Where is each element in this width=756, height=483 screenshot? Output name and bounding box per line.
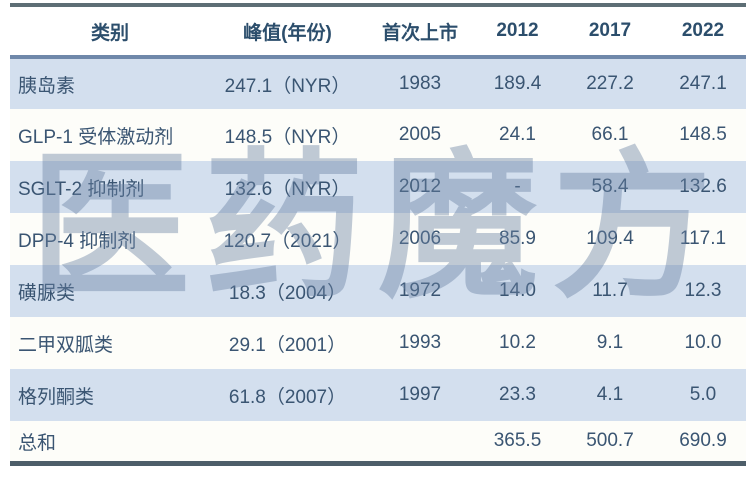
table-bottom-border bbox=[10, 461, 746, 466]
value-2012-cell: 85.9 bbox=[499, 228, 536, 249]
value-2022-cell: 148.5 bbox=[679, 124, 727, 145]
value-2022-cell: 117.1 bbox=[679, 228, 727, 249]
value-2017-cell: 66.1 bbox=[591, 124, 629, 145]
peak-cell: 247.1（NYR） bbox=[224, 75, 351, 97]
value-2012-cell: 24.1 bbox=[499, 124, 536, 145]
table-row: GLP-1 受体激动剂 148.5（NYR） 2005 24.1 66.1 14… bbox=[10, 109, 746, 161]
table-row: 二甲双胍类 29.1（2001） 1993 10.2 9.1 10.0 bbox=[10, 317, 746, 369]
column-header-2012: 2012 bbox=[496, 20, 539, 41]
first-launch-cell: 2006 bbox=[398, 228, 442, 249]
value-2022-cell: 5.0 bbox=[689, 384, 717, 405]
first-launch-cell: 2012 bbox=[398, 176, 442, 197]
first-launch-cell: 1997 bbox=[398, 384, 442, 405]
value-2012-cell: 23.3 bbox=[499, 384, 536, 405]
peak-cell: 18.3（2004） bbox=[228, 282, 347, 304]
peak-cell: 132.6（NYR） bbox=[224, 178, 351, 200]
first-launch-cell: 1993 bbox=[398, 332, 442, 353]
value-2017-cell: 227.2 bbox=[586, 73, 634, 94]
category-cell: GLP-1 受体激动剂 bbox=[18, 126, 174, 148]
column-header-2017: 2017 bbox=[588, 20, 632, 41]
value-2012-cell: 14.0 bbox=[499, 280, 536, 301]
category-cell: DPP-4 抑制剂 bbox=[18, 230, 137, 252]
value-2017-cell: 58.4 bbox=[591, 176, 629, 197]
value-2017-cell: 500.7 bbox=[586, 430, 634, 451]
column-header-category: 类别 bbox=[90, 22, 129, 44]
category-cell: 磺脲类 bbox=[18, 282, 76, 304]
first-launch-cell: 1972 bbox=[398, 280, 442, 301]
category-cell: 格列酮类 bbox=[18, 386, 95, 408]
table-row: DPP-4 抑制剂 120.7（2021） 2006 85.9 109.4 11… bbox=[10, 213, 746, 265]
value-2017-cell: 109.4 bbox=[586, 228, 634, 249]
category-cell: 二甲双胍类 bbox=[18, 334, 114, 356]
value-2012-cell: 365.5 bbox=[493, 430, 542, 451]
value-2022-cell: 132.6 bbox=[679, 176, 727, 197]
value-2022-cell: 12.3 bbox=[684, 280, 722, 301]
table-row: SGLT-2 抑制剂 132.6（NYR） 2012 - 58.4 132.6 bbox=[10, 161, 746, 213]
first-launch-cell: 2005 bbox=[398, 124, 442, 145]
value-2012-cell: 10.2 bbox=[499, 332, 536, 353]
value-2017-cell: 9.1 bbox=[596, 332, 624, 353]
column-header-2022: 2022 bbox=[681, 20, 725, 41]
total-row: 总和 365.5 500.7 690.9 bbox=[10, 421, 746, 461]
column-header-first-launch: 首次上市 bbox=[381, 22, 458, 44]
value-2022-cell: 247.1 bbox=[679, 73, 727, 94]
peak-cell bbox=[210, 421, 365, 461]
peak-cell: 61.8（2007） bbox=[228, 386, 347, 408]
table-row: 胰岛素 247.1（NYR） 1983 189.4 227.2 247.1 bbox=[10, 57, 746, 109]
value-2017-cell: 11.7 bbox=[592, 280, 628, 301]
peak-cell: 120.7（2021） bbox=[223, 230, 352, 252]
category-cell: SGLT-2 抑制剂 bbox=[18, 178, 145, 200]
value-2012-cell: - bbox=[514, 176, 521, 197]
value-2017-cell: 4.1 bbox=[596, 384, 624, 405]
value-2022-cell: 690.9 bbox=[679, 430, 727, 451]
category-cell: 胰岛素 bbox=[18, 75, 76, 97]
drug-sales-table: 类别 峰值(年份) 首次上市 2012 2017 2022 胰岛素 247.1（… bbox=[10, 3, 746, 466]
category-cell: 总和 bbox=[18, 432, 57, 454]
table-top-border bbox=[10, 3, 746, 7]
first-launch-cell: 1983 bbox=[398, 73, 442, 94]
header-row: 类别 峰值(年份) 首次上市 2012 2017 2022 bbox=[10, 7, 746, 57]
table-row: 磺脲类 18.3（2004） 1972 14.0 11.7 12.3 bbox=[10, 265, 746, 317]
column-header-peak: 峰值(年份) bbox=[243, 22, 332, 44]
first-launch-cell bbox=[365, 421, 475, 461]
value-2012-cell: 189.4 bbox=[493, 73, 542, 94]
data-table: 类别 峰值(年份) 首次上市 2012 2017 2022 胰岛素 247.1（… bbox=[10, 7, 746, 461]
peak-cell: 148.5（NYR） bbox=[224, 126, 351, 148]
peak-cell: 29.1（2001） bbox=[228, 334, 347, 356]
value-2022-cell: 10.0 bbox=[684, 332, 722, 353]
table-row: 格列酮类 61.8（2007） 1997 23.3 4.1 5.0 bbox=[10, 369, 746, 421]
